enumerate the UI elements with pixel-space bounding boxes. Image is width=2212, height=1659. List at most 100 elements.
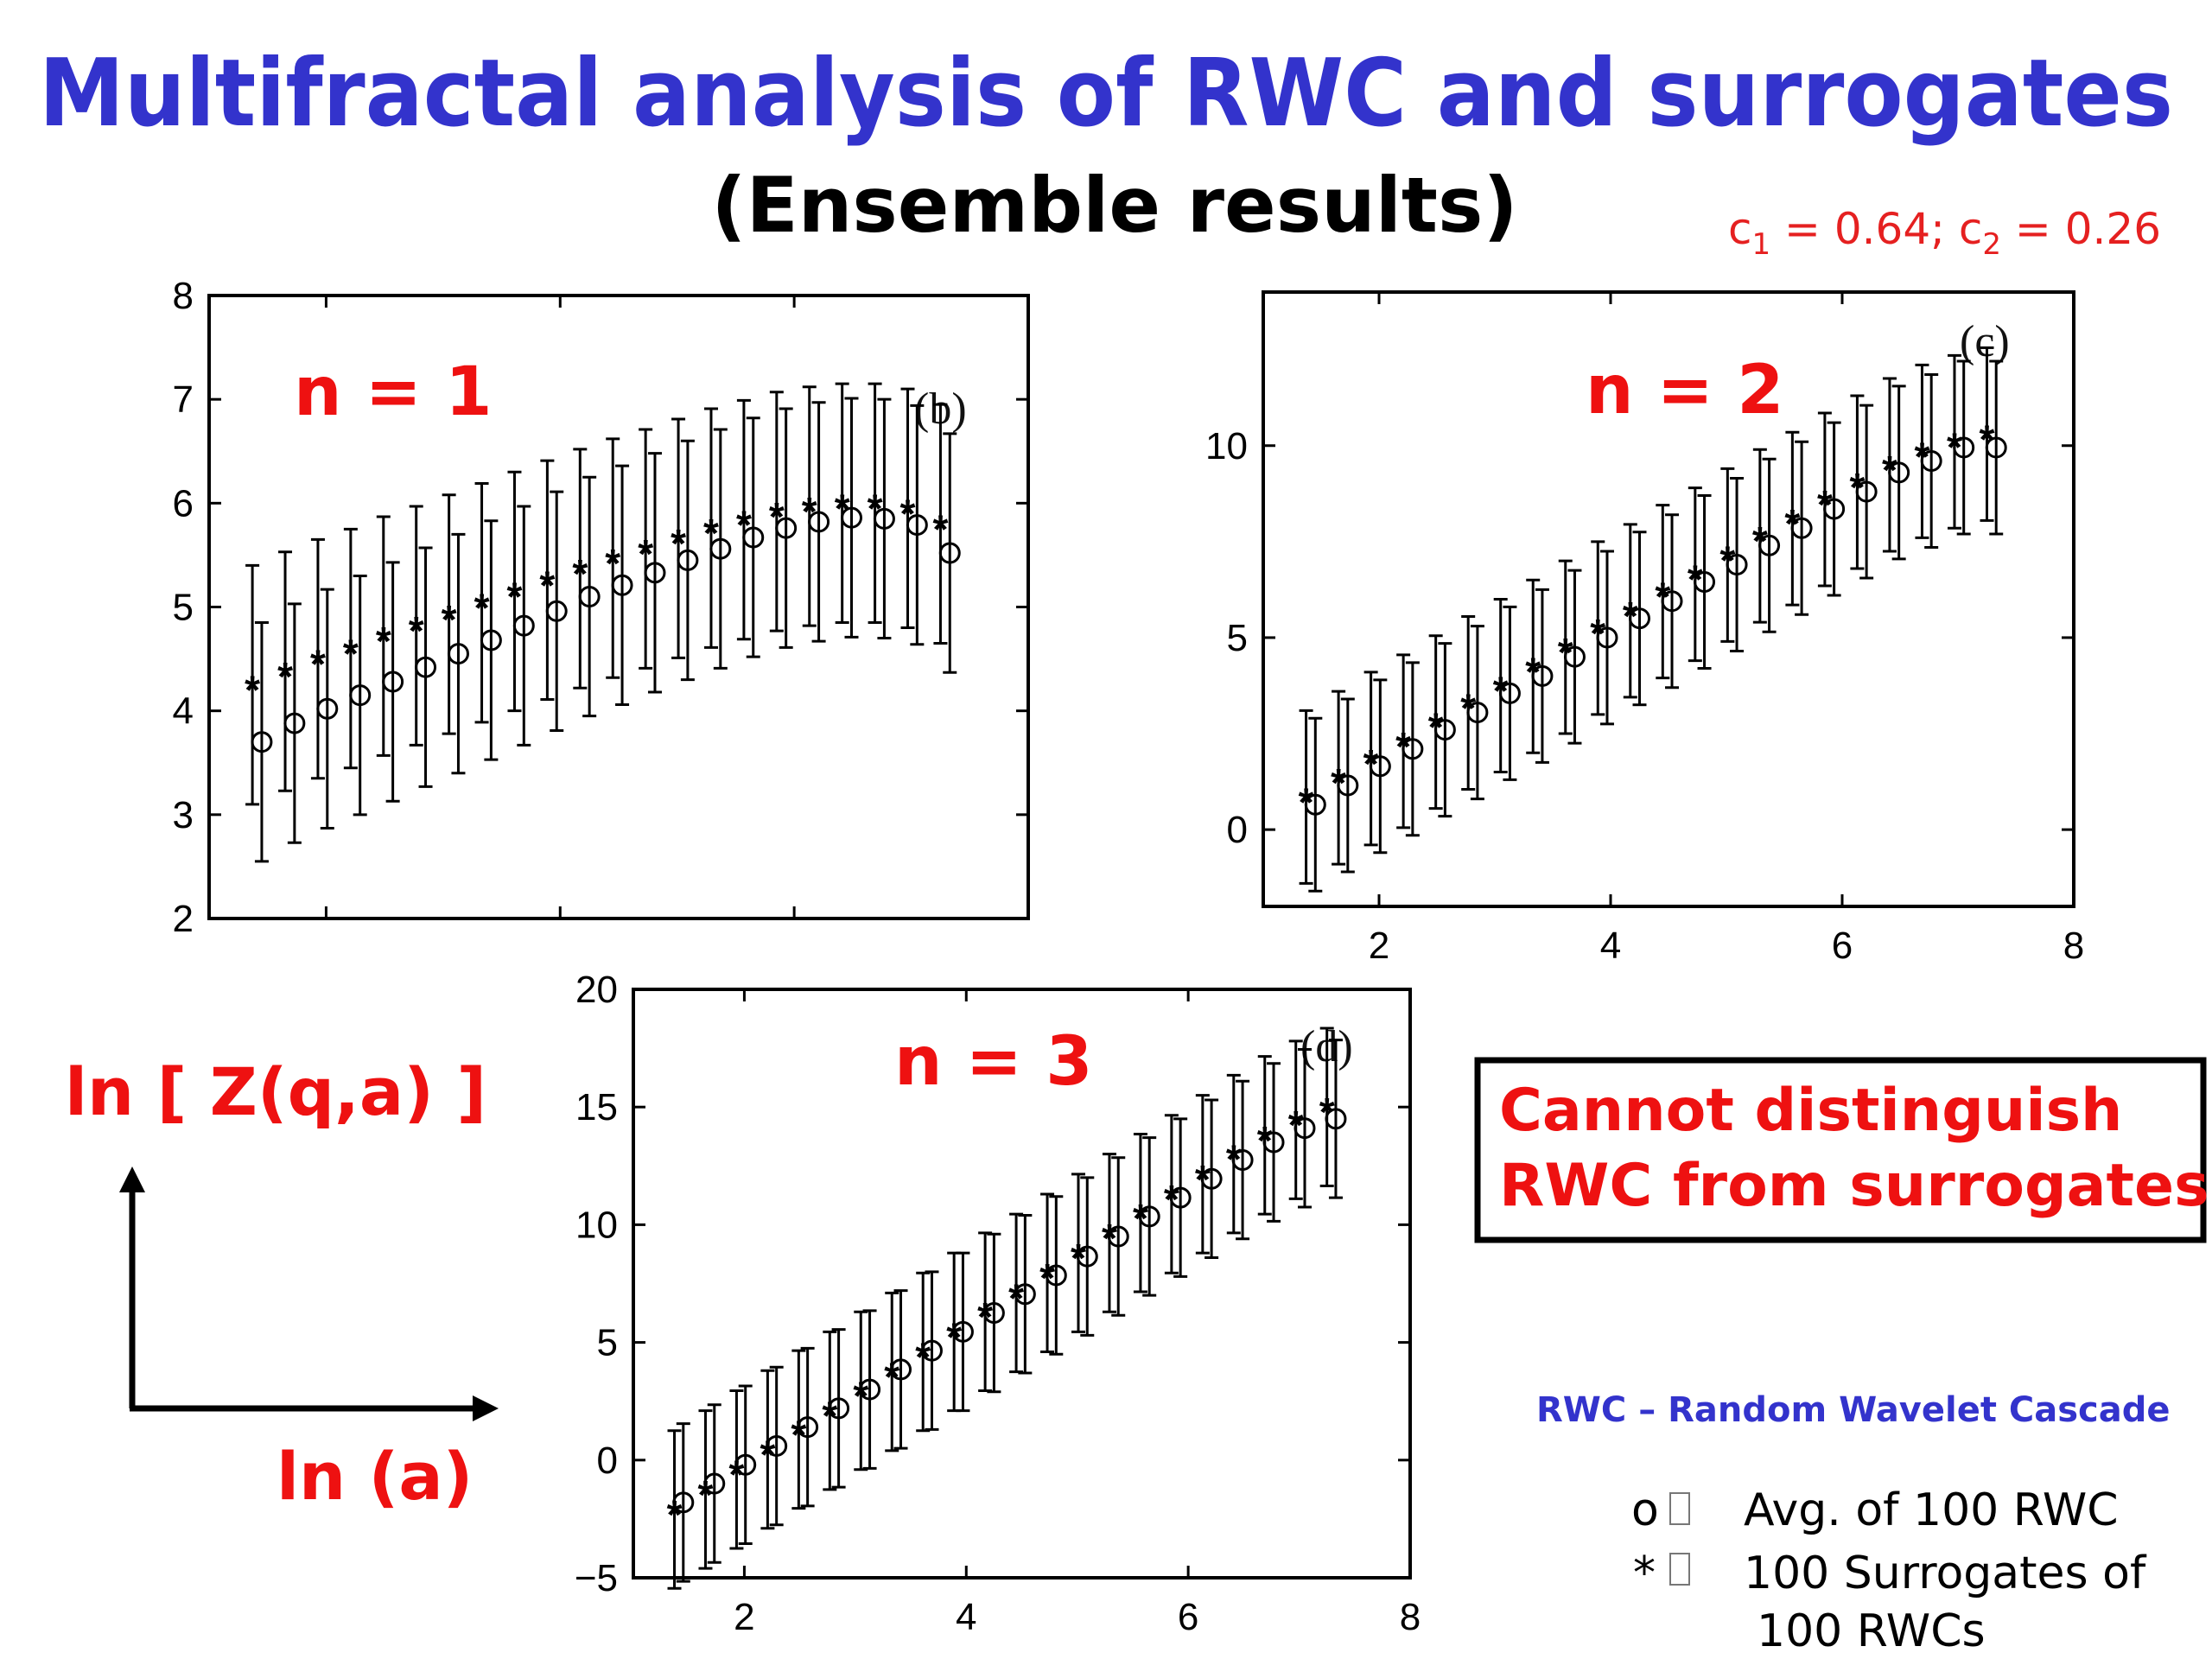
parameter-text: c1 = 0.64; c2 = 0.26	[1728, 204, 2161, 262]
surrogate-point: *	[442, 597, 457, 642]
y-tick-label: 7	[173, 378, 194, 421]
surrogate-point: *	[1849, 465, 1865, 510]
surrogate-point: *	[932, 506, 948, 551]
surrogate-point: *	[1331, 760, 1346, 805]
surrogate-point: *	[728, 1452, 744, 1497]
surrogate-point: *	[900, 491, 916, 536]
surrogate-point: *	[977, 1294, 993, 1339]
surrogate-point: *	[1784, 501, 1800, 546]
surrogate-point: *	[1133, 1196, 1148, 1241]
y-tick-label: 3	[173, 794, 194, 836]
x-tick-label: 6	[1832, 925, 1853, 967]
surrogate-point: *	[1039, 1255, 1055, 1300]
y-tick-label: 6	[173, 482, 194, 524]
surrogate-point: *	[703, 511, 719, 556]
surrogate-point: *	[822, 1394, 837, 1439]
y-tick-label: 0	[1227, 809, 1248, 851]
legend-missing-glyph-icon	[1669, 1553, 1690, 1586]
surrogate-point: *	[1319, 1090, 1335, 1135]
y-tick-label: 8	[173, 275, 194, 317]
y-tick-label: 10	[575, 1204, 618, 1246]
definition-text: RWC – Random Wavelet Cascade	[1536, 1390, 2171, 1430]
surrogate-point: *	[1558, 630, 1573, 675]
legend-symbol-rwc: o	[1631, 1484, 1659, 1536]
surrogate-point: *	[698, 1472, 714, 1517]
y-tick-label: 10	[1205, 425, 1248, 467]
x-tick-label: 2	[734, 1596, 754, 1638]
surrogate-point: *	[1008, 1275, 1024, 1320]
surrogate-point: *	[539, 563, 555, 607]
surrogate-point: *	[1493, 668, 1509, 713]
surrogate-point: *	[1752, 518, 1768, 563]
y-tick-label: 2	[173, 898, 194, 940]
x-tick-label: 8	[1400, 1596, 1421, 1638]
surrogate-point: *	[1164, 1177, 1179, 1222]
axis-cartoon: ln [ Z(q,a) ] ln (a)	[65, 1053, 499, 1515]
legend-text-surrogate-2: 100 RWCs	[1757, 1605, 1986, 1657]
surrogate-point: *	[245, 668, 260, 713]
surrogate-point: *	[769, 494, 785, 539]
surrogate-point: *	[1980, 416, 1995, 461]
x-tick-label: 4	[1600, 925, 1621, 967]
surrogate-point: *	[1102, 1216, 1117, 1261]
y-tick-label: 0	[597, 1440, 618, 1482]
surrogate-point: *	[884, 1355, 899, 1400]
panel-n-label: n = 1	[294, 353, 492, 431]
x-tick-label: 8	[2063, 925, 2084, 967]
surrogate-point: *	[1623, 594, 1638, 639]
conclusion-line-2: RWC from surrogates	[1499, 1152, 2209, 1220]
y-tick-label: 5	[173, 587, 194, 629]
surrogate-point: *	[802, 489, 817, 534]
surrogate-point: *	[310, 642, 326, 687]
surrogate-point: *	[1288, 1103, 1304, 1147]
surrogate-point: *	[409, 608, 424, 653]
surrogate-point: *	[1257, 1118, 1273, 1163]
surrogate-point: *	[946, 1314, 962, 1359]
surrogate-point: *	[736, 503, 752, 548]
panel-letter-label: (c)	[1960, 317, 2010, 366]
surrogate-point: *	[1363, 741, 1379, 786]
surrogate-point: *	[474, 586, 490, 631]
legend-symbol-surrogate: *	[1633, 1548, 1656, 1599]
surrogate-point: *	[1525, 649, 1541, 694]
conclusion-line-1: Cannot distinguish	[1499, 1077, 2122, 1145]
slide-title: Multifractal analysis of RWC and surroga…	[39, 40, 2173, 148]
chart-panel-c: 0 5 10 2 4 6 8 n = 2 (c) * * * * * * * * * * * * * * * * * * * * * *	[1205, 290, 2084, 967]
slide-subtitle: (Ensemble results)	[711, 161, 1517, 250]
surrogate-point: *	[376, 619, 391, 664]
surrogate-point: *	[1688, 557, 1703, 602]
y-tick-label: 5	[597, 1322, 618, 1364]
axis-cartoon-x-label: ln (a)	[276, 1438, 473, 1515]
panel-n-label: n = 3	[894, 1023, 1092, 1101]
surrogate-point: *	[1195, 1157, 1211, 1202]
x-tick-label: 6	[1178, 1596, 1198, 1638]
surrogate-point: *	[605, 541, 620, 586]
legend: o Avg. of 100 RWC * 100 Surrogates of 10…	[1631, 1484, 2147, 1657]
surrogate-point: *	[1882, 448, 1897, 493]
surrogate-point: *	[760, 1433, 775, 1478]
y-tick-label: 4	[173, 690, 194, 733]
panel-n-label: n = 2	[1586, 352, 1783, 429]
x-tick-label: 4	[956, 1596, 976, 1638]
plot-frame	[632, 988, 1412, 1580]
surrogate-point: *	[667, 1492, 683, 1537]
surrogate-point: *	[1719, 537, 1735, 582]
axis-cartoon-y-label: ln [ Z(q,a) ]	[65, 1053, 486, 1130]
plot-frame	[1262, 290, 2075, 908]
surrogate-point: *	[671, 521, 686, 566]
surrogate-point: *	[1299, 779, 1314, 824]
surrogate-point: *	[915, 1334, 931, 1379]
legend-text-rwc: Avg. of 100 RWC	[1744, 1484, 2119, 1536]
surrogate-point: *	[868, 486, 883, 531]
y-tick-label: −5	[575, 1557, 618, 1599]
legend-text-surrogate-1: 100 Surrogates of	[1744, 1548, 2147, 1599]
surrogate-point: *	[1071, 1236, 1086, 1281]
surrogate-point: *	[507, 574, 523, 619]
surrogate-point: *	[1817, 482, 1833, 527]
surrogate-point: *	[343, 632, 359, 677]
arrowhead-up-icon	[119, 1166, 145, 1192]
surrogate-point: *	[1655, 575, 1670, 620]
